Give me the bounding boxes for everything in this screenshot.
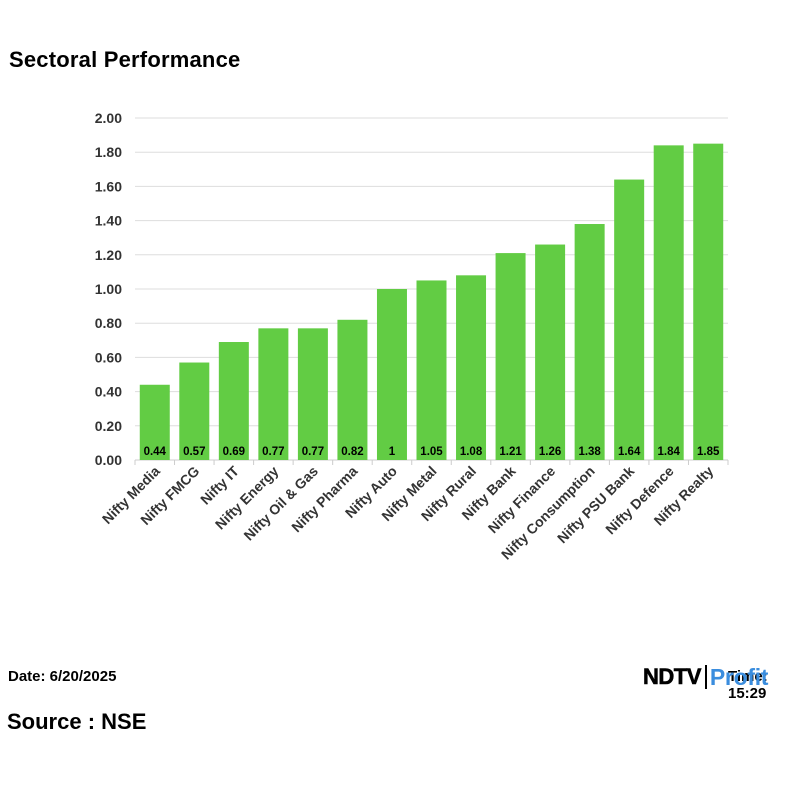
bar xyxy=(258,328,289,460)
y-tick-label: 1.60 xyxy=(95,178,122,194)
time-label: Time: 15:29 xyxy=(728,668,768,702)
bar xyxy=(139,384,170,460)
data-label: 0.44 xyxy=(144,446,167,458)
bar xyxy=(693,143,724,460)
bar xyxy=(337,319,368,460)
data-label: 1 xyxy=(389,446,396,458)
data-label: 0.82 xyxy=(341,446,363,458)
y-tick-label: 1.40 xyxy=(95,213,122,229)
source-label: Source : NSE xyxy=(7,709,147,734)
logo-divider xyxy=(704,665,707,689)
y-tick-label: 1.20 xyxy=(95,247,122,263)
data-label: 1.21 xyxy=(499,446,522,458)
y-tick-label: 1.80 xyxy=(95,144,122,160)
data-label: 1.26 xyxy=(539,446,561,458)
data-label: 1.84 xyxy=(658,446,681,458)
y-tick-label: 0.00 xyxy=(95,452,122,468)
y-tick-label: 0.20 xyxy=(95,418,122,434)
y-tick-label: 0.40 xyxy=(95,384,122,400)
data-label: 0.77 xyxy=(302,446,324,458)
data-label: 1.38 xyxy=(578,446,601,458)
bar xyxy=(495,253,526,460)
data-label: 0.77 xyxy=(262,446,284,458)
data-label: 1.05 xyxy=(420,446,443,458)
bar xyxy=(535,244,566,460)
data-label: 0.57 xyxy=(183,446,205,458)
bar xyxy=(456,275,487,460)
date-label: Date: 6/20/2025 xyxy=(8,668,117,685)
ndtv-profit-logo: NDTV Profit xyxy=(643,662,769,692)
data-label: 1.08 xyxy=(460,446,483,458)
logo-profit-text: Profit xyxy=(709,663,769,690)
y-tick-label: 0.80 xyxy=(95,315,122,331)
y-tick-label: 2.00 xyxy=(95,110,122,126)
bar xyxy=(614,179,645,460)
logo-ndtv-text: NDTV xyxy=(643,664,702,690)
bar-chart: 0.00 0.20 0.40 0.60 0.80 1.00 1.20 1.40 1.60 1.80… xyxy=(95,110,729,563)
data-label: 0.69 xyxy=(223,446,245,458)
bar xyxy=(416,280,447,460)
bar xyxy=(574,224,605,460)
chart-title: Sectoral Performance xyxy=(9,47,241,72)
bar xyxy=(376,289,407,460)
data-label: 1.64 xyxy=(618,446,641,458)
y-tick-label: 0.60 xyxy=(95,349,122,365)
bar xyxy=(297,328,328,460)
bar xyxy=(179,362,210,460)
data-label: 1.85 xyxy=(697,446,720,458)
y-tick-label: 1.00 xyxy=(95,281,122,297)
bar xyxy=(653,145,684,461)
bar xyxy=(218,342,249,460)
x-tick-label: Nifty Defence xyxy=(602,463,677,538)
